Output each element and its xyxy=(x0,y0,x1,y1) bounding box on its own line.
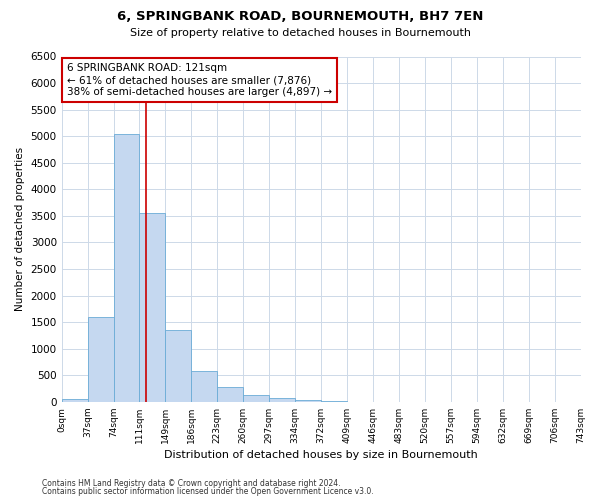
Bar xyxy=(295,400,321,402)
Bar xyxy=(139,213,166,402)
Bar xyxy=(166,330,191,402)
Bar xyxy=(113,134,139,402)
Bar xyxy=(217,388,243,402)
Bar xyxy=(62,399,88,402)
Bar xyxy=(191,371,217,402)
Text: Size of property relative to detached houses in Bournemouth: Size of property relative to detached ho… xyxy=(130,28,470,38)
Text: 6 SPRINGBANK ROAD: 121sqm
← 61% of detached houses are smaller (7,876)
38% of se: 6 SPRINGBANK ROAD: 121sqm ← 61% of detac… xyxy=(67,64,332,96)
Text: Contains public sector information licensed under the Open Government Licence v3: Contains public sector information licen… xyxy=(42,487,374,496)
Bar xyxy=(243,395,269,402)
Text: Contains HM Land Registry data © Crown copyright and database right 2024.: Contains HM Land Registry data © Crown c… xyxy=(42,478,341,488)
X-axis label: Distribution of detached houses by size in Bournemouth: Distribution of detached houses by size … xyxy=(164,450,478,460)
Text: 6, SPRINGBANK ROAD, BOURNEMOUTH, BH7 7EN: 6, SPRINGBANK ROAD, BOURNEMOUTH, BH7 7EN xyxy=(117,10,483,23)
Bar xyxy=(269,398,295,402)
Y-axis label: Number of detached properties: Number of detached properties xyxy=(15,147,25,311)
Bar xyxy=(88,317,113,402)
